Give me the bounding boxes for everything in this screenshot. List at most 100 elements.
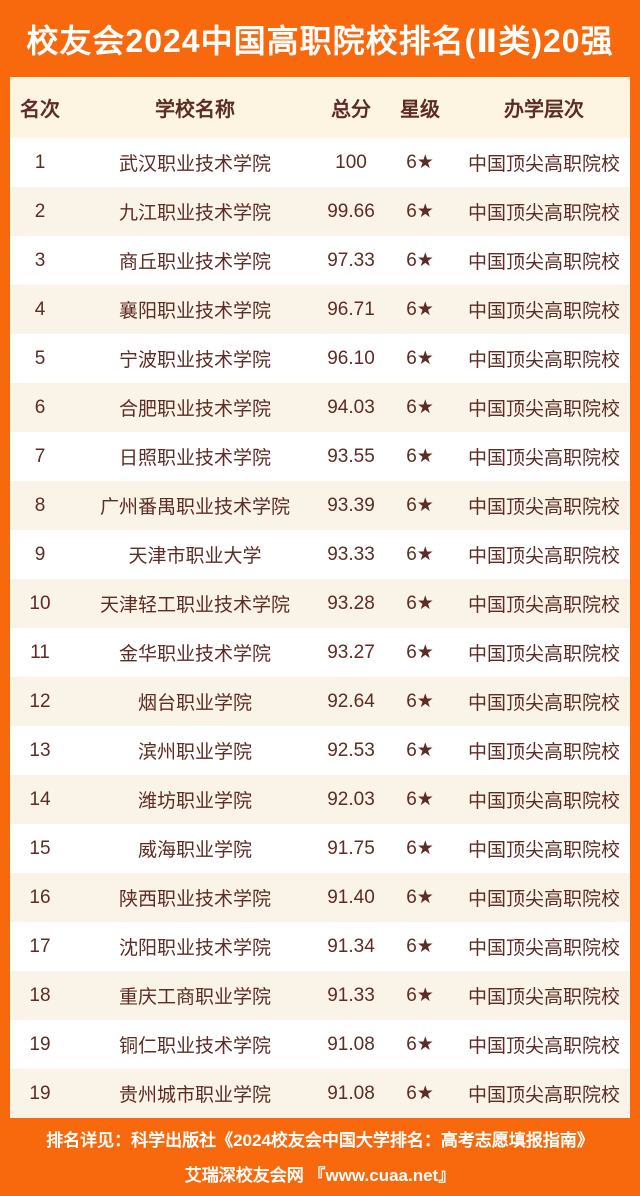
- table-row: 6 合肥职业技术学院 94.03 6★ 中国顶尖高职院校: [10, 383, 630, 432]
- table-row: 11 金华职业技术学院 93.27 6★ 中国顶尖高职院校: [10, 628, 630, 677]
- table-row: 4 襄阳职业技术学院 96.71 6★ 中国顶尖高职院校: [10, 285, 630, 334]
- rank-cell: 1: [34, 151, 46, 173]
- school-cell: 重庆工商职业学院: [118, 987, 271, 1008]
- rank-cell: 12: [29, 690, 51, 712]
- school-cell: 天津轻工职业技术学院: [99, 595, 290, 616]
- rank-cell: 2: [34, 200, 46, 222]
- school-cell: 沈阳职业技术学院: [118, 938, 271, 959]
- table-row: 5 宁波职业技术学院 96.10 6★ 中国顶尖高职院校: [10, 334, 630, 383]
- rank-cell: 11: [30, 641, 50, 663]
- table-row: 13 滨州职业学院 92.53 6★ 中国顶尖高职院校: [10, 726, 630, 775]
- table-row: 2 九江职业技术学院 99.66 6★ 中国顶尖高职院校: [10, 187, 630, 236]
- star-cell: 6★: [406, 250, 434, 271]
- table-row: 18 重庆工商职业学院 91.33 6★ 中国顶尖高职院校: [10, 971, 630, 1020]
- level-cell: 中国顶尖高职院校: [467, 1036, 620, 1057]
- star-cell: 6★: [406, 642, 434, 663]
- footer-site-line: 艾瑞深校友会网 『www.cuaa.net』: [184, 1166, 456, 1185]
- star-cell: 6★: [406, 201, 434, 222]
- rank-cell: 13: [29, 739, 51, 761]
- score-cell: 92.03: [327, 788, 375, 810]
- rank-cell: 18: [29, 984, 51, 1006]
- school-cell: 潍坊职业学院: [137, 791, 252, 812]
- table-row: 1 武汉职业技术学院 100 6★ 中国顶尖高职院校: [10, 138, 630, 187]
- score-cell: 93.39: [327, 494, 375, 516]
- score-cell: 96.71: [327, 298, 375, 320]
- score-cell: 94.03: [327, 396, 375, 418]
- table-row: 17 沈阳职业技术学院 91.34 6★ 中国顶尖高职院校: [10, 922, 630, 971]
- table-row: 7 日照职业技术学院 93.55 6★ 中国顶尖高职院校: [10, 432, 630, 481]
- star-cell: 6★: [406, 887, 434, 908]
- table-header-row: 名次 学校名称 总分 星级 办学层次: [10, 77, 630, 138]
- level-cell: 中国顶尖高职院校: [467, 497, 620, 518]
- score-cell: 97.33: [327, 249, 375, 271]
- level-cell: 中国顶尖高职院校: [467, 301, 620, 322]
- level-cell: 中国顶尖高职院校: [467, 399, 620, 420]
- school-cell: 广州番禺职业技术学院: [99, 497, 290, 518]
- table-row: 14 潍坊职业学院 92.03 6★ 中国顶尖高职院校: [10, 775, 630, 824]
- score-cell: 100: [335, 151, 367, 173]
- score-cell: 91.33: [327, 984, 375, 1006]
- score-cell: 92.53: [327, 739, 375, 761]
- table-row: 15 威海职业学院 91.75 6★ 中国顶尖高职院校: [10, 824, 630, 873]
- rank-cell: 6: [34, 396, 46, 418]
- level-cell: 中国顶尖高职院校: [467, 742, 620, 763]
- level-cell: 中国顶尖高职院校: [467, 252, 620, 273]
- school-cell: 铜仁职业技术学院: [118, 1036, 271, 1057]
- level-cell: 中国顶尖高职院校: [467, 938, 620, 959]
- star-cell: 6★: [406, 1083, 434, 1104]
- rank-cell: 16: [29, 886, 51, 908]
- school-cell: 天津市职业大学: [128, 546, 262, 567]
- star-cell: 6★: [406, 789, 434, 810]
- school-cell: 日照职业技术学院: [118, 448, 271, 469]
- star-cell: 6★: [406, 593, 434, 614]
- level-cell: 中国顶尖高职院校: [467, 1085, 620, 1106]
- table-row: 8 广州番禺职业技术学院 93.39 6★ 中国顶尖高职院校: [10, 481, 630, 530]
- rank-cell: 10: [29, 592, 51, 614]
- column-header-school: 学校名称: [155, 99, 235, 121]
- table-row: 9 天津市职业大学 93.33 6★ 中国顶尖高职院校: [10, 530, 630, 579]
- star-cell: 6★: [406, 936, 434, 957]
- level-cell: 中国顶尖高职院校: [467, 154, 620, 175]
- rank-cell: 3: [34, 249, 46, 271]
- footer-source-line: 排名详见：科学出版社《2024校友会中国大学排名：高考志愿填报指南》: [46, 1131, 594, 1150]
- table-row: 16 陕西职业技术学院 91.40 6★ 中国顶尖高职院校: [10, 873, 630, 922]
- score-cell: 99.66: [327, 200, 375, 222]
- school-cell: 烟台职业学院: [137, 693, 252, 714]
- level-cell: 中国顶尖高职院校: [467, 889, 620, 910]
- page-title: 校友会2024中国高职院校排名(Ⅱ类)20强: [26, 22, 614, 59]
- star-cell: 6★: [406, 348, 434, 369]
- school-cell: 贵州城市职业学院: [118, 1085, 271, 1106]
- level-cell: 中国顶尖高职院校: [467, 448, 620, 469]
- rank-cell: 7: [34, 445, 46, 467]
- star-cell: 6★: [406, 740, 434, 761]
- score-cell: 96.10: [327, 347, 375, 369]
- school-cell: 宁波职业技术学院: [118, 350, 271, 371]
- school-cell: 滨州职业学院: [137, 742, 252, 763]
- column-header-level: 办学层次: [504, 99, 584, 121]
- level-cell: 中国顶尖高职院校: [467, 791, 620, 812]
- level-cell: 中国顶尖高职院校: [467, 644, 620, 665]
- school-cell: 襄阳职业技术学院: [118, 301, 271, 322]
- rank-cell: 9: [34, 543, 46, 565]
- level-cell: 中国顶尖高职院校: [467, 987, 620, 1008]
- footer: 排名详见：科学出版社《2024校友会中国大学排名：高考志愿填报指南》 艾瑞深校友…: [0, 1118, 640, 1196]
- school-cell: 武汉职业技术学院: [118, 154, 271, 175]
- school-cell: 商丘职业技术学院: [118, 252, 271, 273]
- star-cell: 6★: [406, 985, 434, 1006]
- column-header-rank: 名次: [20, 99, 60, 121]
- star-cell: 6★: [406, 299, 434, 320]
- score-cell: 93.27: [327, 641, 375, 663]
- star-cell: 6★: [406, 544, 434, 565]
- score-cell: 93.28: [327, 592, 375, 614]
- star-cell: 6★: [406, 152, 434, 173]
- table-row: 12 烟台职业学院 92.64 6★ 中国顶尖高职院校: [10, 677, 630, 726]
- rank-cell: 4: [34, 298, 46, 320]
- score-cell: 91.40: [327, 886, 375, 908]
- table-row: 3 商丘职业技术学院 97.33 6★ 中国顶尖高职院校: [10, 236, 630, 285]
- ranking-table: 名次 学校名称 总分 星级 办学层次 1 武汉职业技术学院 100 6★ 中国顶…: [10, 77, 630, 1118]
- rank-cell: 5: [34, 347, 46, 369]
- star-cell: 6★: [406, 838, 434, 859]
- school-cell: 九江职业技术学院: [118, 203, 271, 224]
- level-cell: 中国顶尖高职院校: [467, 595, 620, 616]
- rank-cell: 8: [34, 494, 46, 516]
